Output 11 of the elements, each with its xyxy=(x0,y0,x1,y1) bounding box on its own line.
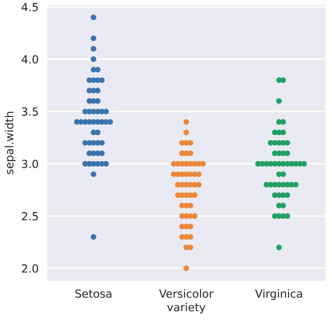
x-tick-label: Virginica xyxy=(255,289,302,300)
y-tick-label: 4.5 xyxy=(22,3,38,12)
y-tick-label: 2.5 xyxy=(22,212,38,220)
y-tick-label: 4.0 xyxy=(22,55,38,64)
y-tick-label: 3.5 xyxy=(22,107,38,116)
y-tick-label: 3.0 xyxy=(22,160,38,168)
x-axis-title: variety xyxy=(167,302,206,314)
y-axis-title: sepal.width xyxy=(4,112,16,174)
y-tick-label: 2.0 xyxy=(22,264,38,273)
x-tick-label: Setosa xyxy=(75,289,112,298)
x-tick-label: Versicolor xyxy=(159,289,214,298)
